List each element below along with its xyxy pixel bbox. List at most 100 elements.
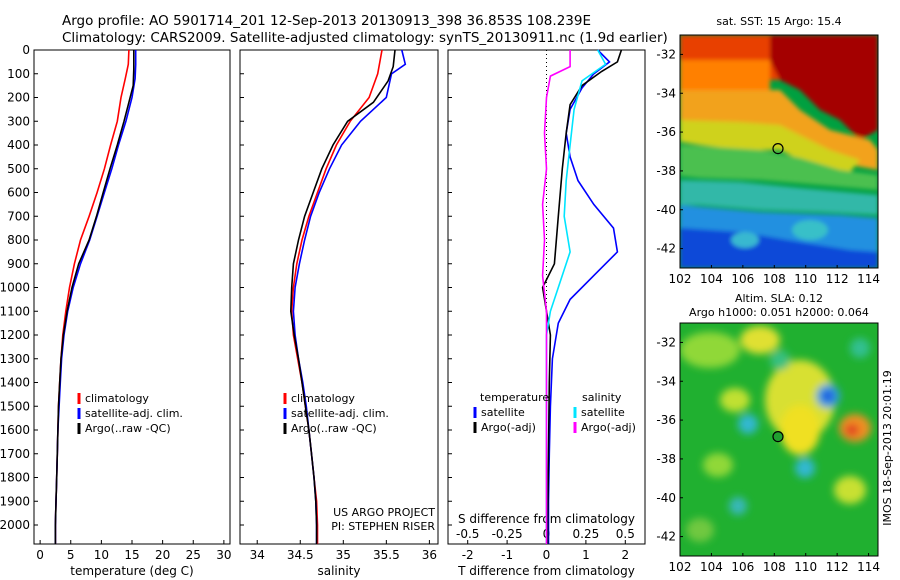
depth-tick-label: 2000 bbox=[0, 518, 30, 532]
x-tick-label: 1 bbox=[582, 548, 590, 562]
figure-title-line2: Climatology: CARS2009. Satellite-adjuste… bbox=[62, 30, 668, 46]
x-tick-label: 36 bbox=[422, 548, 437, 562]
s-tick-label: -0.5 bbox=[456, 527, 479, 541]
legend-salinity-title: salinity bbox=[582, 391, 622, 404]
x-tick-label: 25 bbox=[186, 548, 201, 562]
sla-map-subtitle: Argo h1000: 0.051 h2000: 0.064 bbox=[689, 306, 869, 319]
x-tick-label: 35.5 bbox=[373, 548, 400, 562]
legend-label: satellite-adj. clim. bbox=[291, 407, 389, 420]
salinity-frame bbox=[239, 49, 439, 545]
depth-tick-label: 0 bbox=[22, 43, 30, 57]
map-y-tick-label: -38 bbox=[656, 164, 676, 178]
map-x-tick-label: 114 bbox=[857, 272, 880, 286]
map-x-tick-label: 108 bbox=[763, 560, 786, 574]
depth-tick-label: 1900 bbox=[0, 494, 30, 508]
legend-label: Argo(-adj) bbox=[581, 421, 636, 434]
series-line bbox=[290, 49, 383, 544]
legend-label: satellite bbox=[481, 406, 525, 419]
x-tick-label: 0 bbox=[543, 548, 551, 562]
depth-tick-label: 1100 bbox=[0, 304, 30, 318]
s-tick-label: 0.25 bbox=[573, 527, 600, 541]
depth-tick-label: 1200 bbox=[0, 328, 30, 342]
map-y-tick-label: -34 bbox=[656, 374, 676, 388]
map-y-tick-label: -42 bbox=[656, 242, 676, 256]
sla-map-panel: Altim. SLA: 0.12 Argo h1000: 0.051 h2000… bbox=[656, 292, 880, 574]
map-y-tick-label: -34 bbox=[656, 86, 676, 100]
temperature-xlabel: temperature (deg C) bbox=[70, 564, 193, 578]
project-annotation: PI: STEPHEN RISER bbox=[331, 520, 435, 533]
legend-label: Argo(..raw -QC) bbox=[85, 422, 171, 435]
depth-tick-label: 1600 bbox=[0, 423, 30, 437]
map-y-tick-label: -32 bbox=[656, 47, 676, 61]
series-line bbox=[541, 49, 623, 544]
map-y-tick-label: -32 bbox=[656, 335, 676, 349]
depth-tick-label: 800 bbox=[7, 233, 30, 247]
map-x-tick-label: 108 bbox=[763, 272, 786, 286]
depth-tick-label: 600 bbox=[7, 186, 30, 200]
x-tick-label: 35 bbox=[336, 548, 351, 562]
depth-tick-label: 1700 bbox=[0, 447, 30, 461]
x-tick-label: -1 bbox=[501, 548, 513, 562]
map-x-tick-label: 110 bbox=[794, 272, 817, 286]
x-tick-label: 30 bbox=[216, 548, 231, 562]
legend-temperature-title: temperature bbox=[480, 391, 549, 404]
x-tick-label: 0 bbox=[36, 548, 44, 562]
map-x-tick-label: 106 bbox=[731, 560, 754, 574]
map-x-tick-label: 106 bbox=[731, 272, 754, 286]
map-x-tick-label: 104 bbox=[700, 272, 723, 286]
legend-label: Argo(-adj) bbox=[481, 421, 536, 434]
argo-location-marker-sla bbox=[772, 431, 784, 443]
depth-tick-label: 700 bbox=[7, 209, 30, 223]
map-x-tick-label: 104 bbox=[700, 560, 723, 574]
depth-tick-label: 200 bbox=[7, 91, 30, 105]
depth-tick-label: 100 bbox=[7, 67, 30, 81]
argo-location-marker-sst bbox=[772, 143, 784, 155]
depth-tick-label: 1300 bbox=[0, 352, 30, 366]
sst-map-panel: sat. SST: 15 Argo: 15.4 102 104 106 108 110 1… bbox=[656, 15, 880, 286]
sla-map-title: Altim. SLA: 0.12 bbox=[735, 292, 823, 305]
sst-map-title: sat. SST: 15 Argo: 15.4 bbox=[716, 15, 841, 28]
map-y-tick-label: -36 bbox=[656, 125, 676, 139]
figure-title-line1: Argo profile: AO 5901714_201 12-Sep-2013… bbox=[62, 13, 591, 29]
map-y-tick-label: -40 bbox=[656, 491, 676, 505]
depth-tick-label: 500 bbox=[7, 162, 30, 176]
sst-map-frame bbox=[679, 34, 879, 269]
depth-tick-label: 1400 bbox=[0, 376, 30, 390]
depth-tick-label: 1000 bbox=[0, 281, 30, 295]
sla-map-frame bbox=[679, 322, 879, 557]
series-line bbox=[547, 49, 619, 544]
legend-label: satellite-adj. clim. bbox=[85, 407, 183, 420]
map-x-tick-label: 102 bbox=[669, 560, 692, 574]
legend-label: satellite bbox=[581, 406, 625, 419]
map-x-tick-label: 112 bbox=[826, 560, 849, 574]
difference-profile-panel: -2 -1 0 1 2 T difference from climatology -0.5… bbox=[447, 49, 646, 578]
x-tick-label: 5 bbox=[67, 548, 75, 562]
series-line bbox=[54, 50, 135, 544]
map-x-tick-label: 114 bbox=[857, 560, 880, 574]
project-annotation: US ARGO PROJECT bbox=[333, 506, 435, 519]
map-x-tick-label: 102 bbox=[669, 272, 692, 286]
series-line bbox=[289, 49, 396, 544]
series-line bbox=[545, 49, 607, 544]
series-line bbox=[54, 49, 130, 544]
x-tick-label: 34.5 bbox=[287, 548, 314, 562]
side-stamp: IMOS 18-Sep-2013 20:01:19 bbox=[881, 370, 894, 525]
map-y-tick-label: -40 bbox=[656, 203, 676, 217]
s-tick-label: 0.5 bbox=[616, 527, 635, 541]
series-line bbox=[541, 50, 571, 544]
salinity-profile-panel: 34 34.5 35 35.5 36 salinity climatology satelli… bbox=[239, 49, 439, 578]
sst-map-axes: 102 104 106 108 110 112 114 -32 -34 -36 -38 -40 -42 bbox=[656, 47, 880, 286]
x-tick-label: 2 bbox=[621, 548, 629, 562]
sla-map-axes: 102 104 106 108 110 112 114 -32 -34 -36 -38 -40 -42 bbox=[656, 335, 880, 574]
x-tick-label: 20 bbox=[155, 548, 170, 562]
map-y-tick-label: -38 bbox=[656, 452, 676, 466]
map-x-tick-label: 112 bbox=[826, 272, 849, 286]
depth-tick-label: 1500 bbox=[0, 399, 30, 413]
s-tick-label: -0.25 bbox=[492, 527, 523, 541]
legend-label: Argo(..raw -QC) bbox=[291, 422, 377, 435]
temperature-frame bbox=[33, 49, 231, 545]
depth-tick-label: 900 bbox=[7, 257, 30, 271]
sst-map-field bbox=[680, 35, 878, 268]
x-tick-label: 15 bbox=[124, 548, 139, 562]
map-y-tick-label: -36 bbox=[656, 413, 676, 427]
